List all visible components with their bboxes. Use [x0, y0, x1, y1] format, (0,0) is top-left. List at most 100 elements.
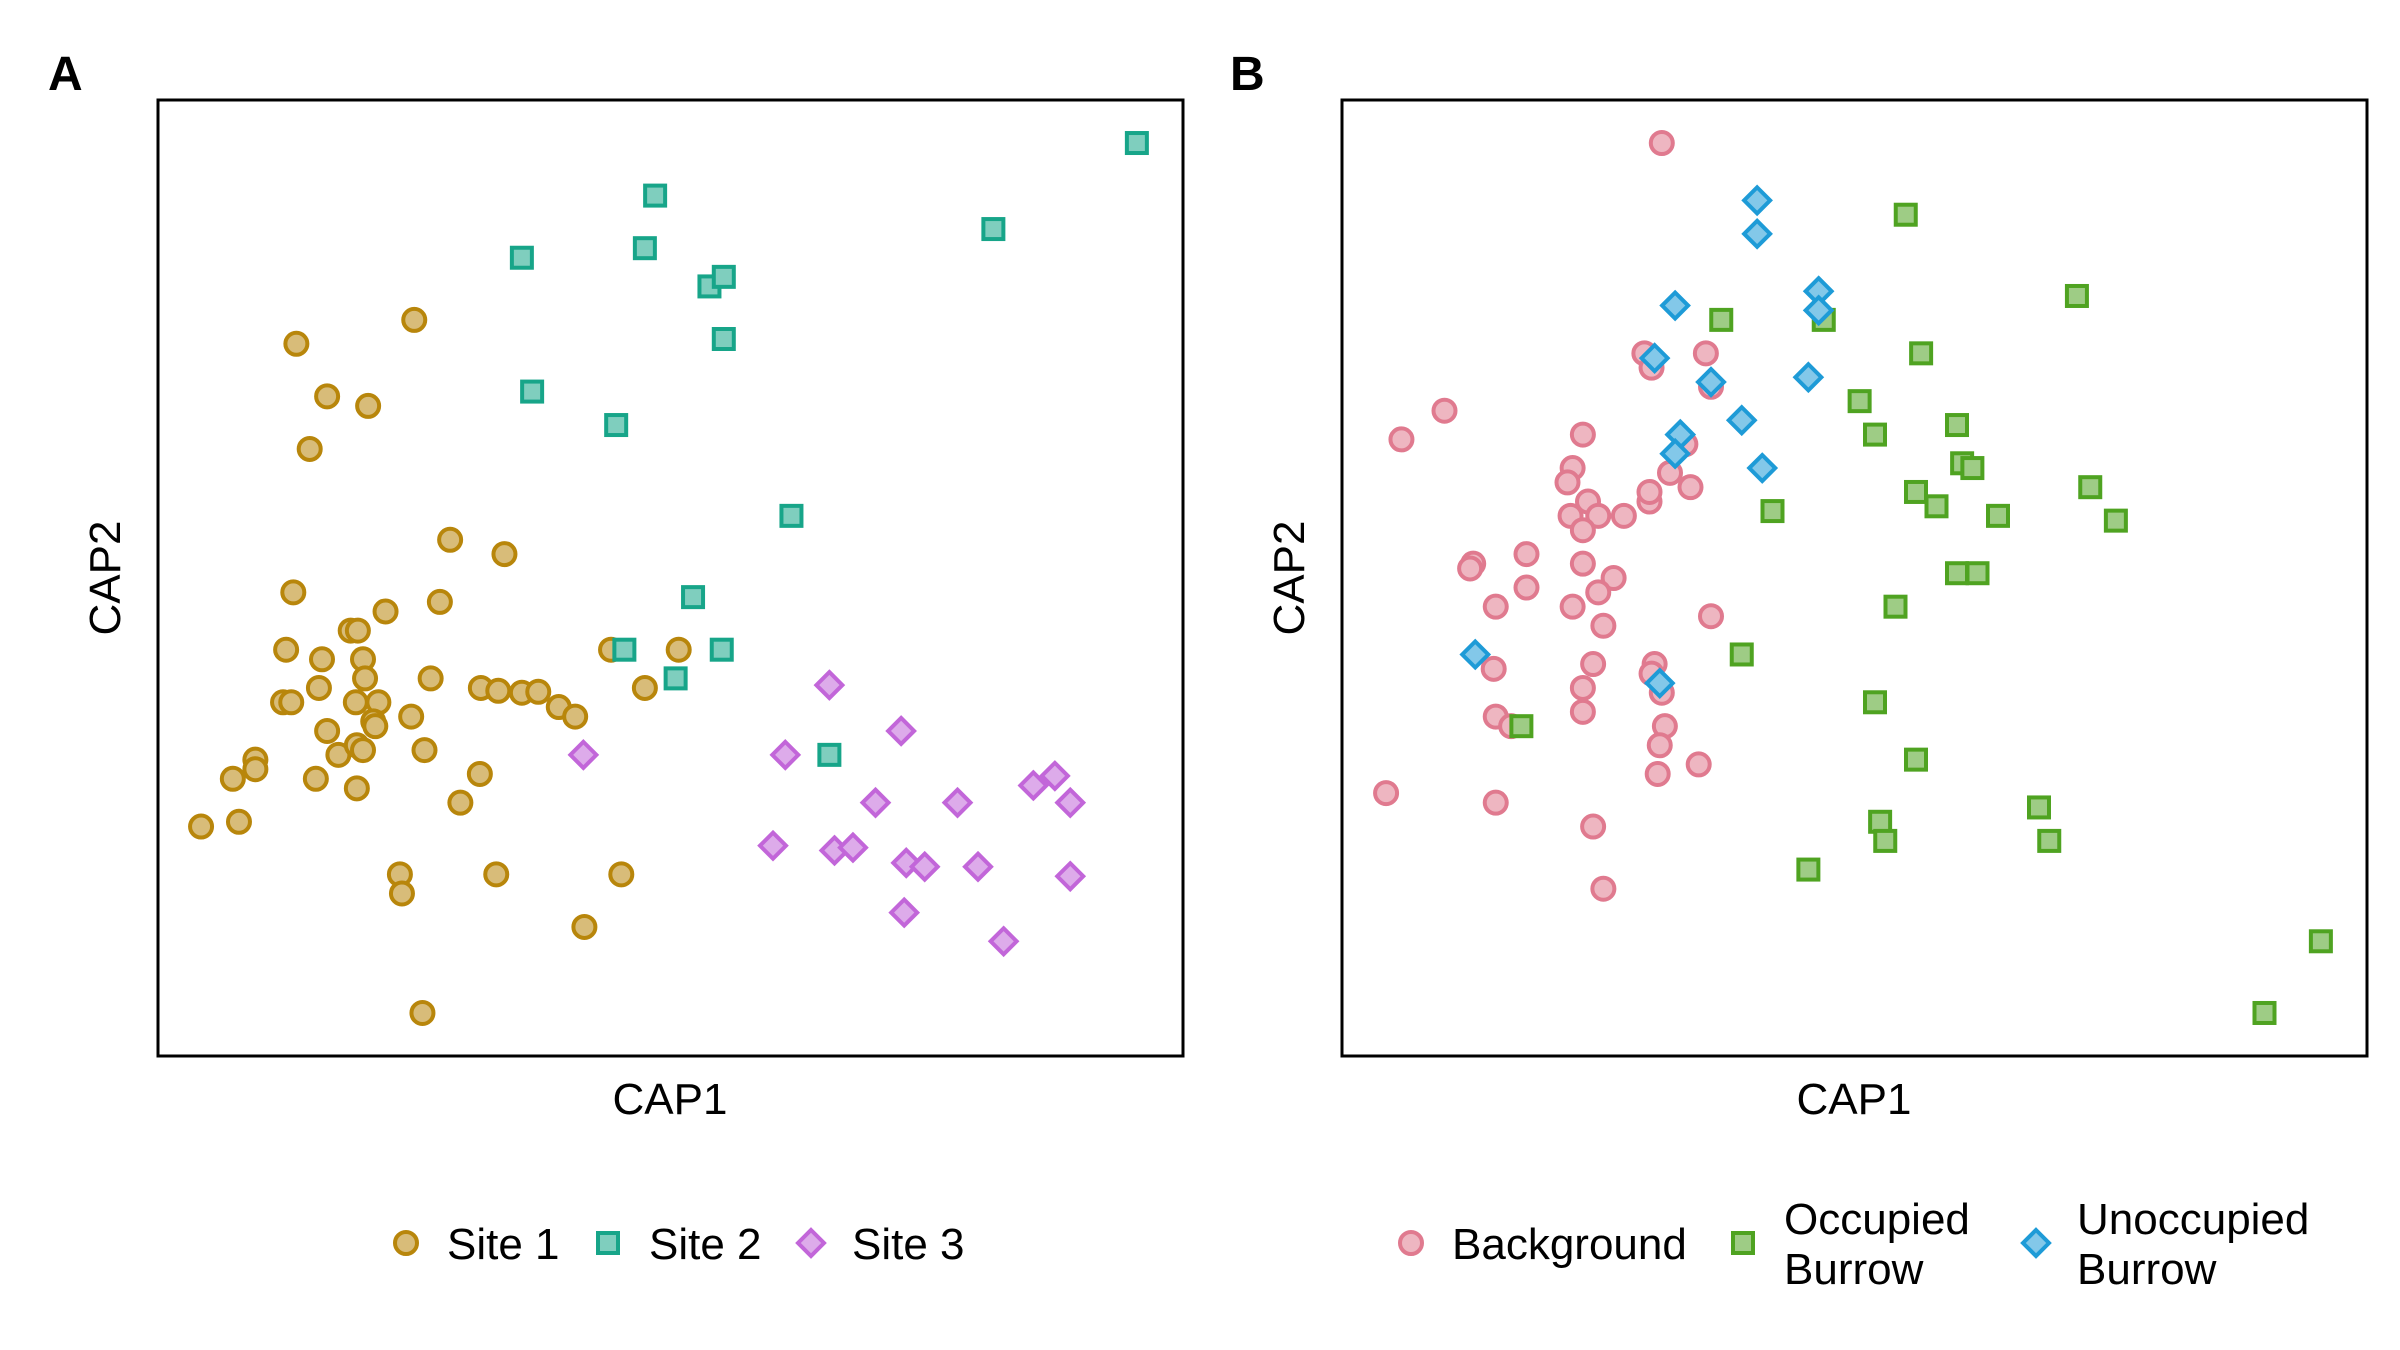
data-point-site-1	[350, 737, 376, 764]
data-point-site-1	[483, 861, 510, 888]
data-point-occupied-burrow	[1883, 594, 1908, 619]
data-point-occupied-burrow	[1796, 857, 1821, 882]
data-point-site-1	[296, 435, 323, 462]
legend-key-shape	[795, 1227, 827, 1259]
data-point-site-1	[491, 541, 518, 568]
data-point-background	[1431, 397, 1458, 424]
data-point-occupied-burrow	[1986, 503, 2010, 528]
panel-b-legend: Background Occupied Burrow Unoccupied Burr…	[1398, 1195, 2309, 1294]
data-point-background	[1600, 565, 1627, 591]
panel-a-points	[188, 131, 1149, 1026]
data-point-site-1	[571, 913, 598, 940]
legend-label-site-2: Site 2	[649, 1220, 762, 1269]
data-point-occupied-burrow	[2308, 929, 2333, 954]
data-point-unoccupied-burrow	[1659, 437, 1691, 470]
data-point-site-1	[388, 880, 415, 907]
data-point-site-1	[372, 598, 399, 625]
legend-label-line: Occupied	[1784, 1195, 1970, 1244]
panel-b-plot-frame	[1340, 98, 2369, 1058]
data-point-unoccupied-burrow	[1792, 361, 1825, 394]
data-point-occupied-burrow	[1873, 828, 1898, 853]
data-point-site-1	[562, 703, 589, 730]
data-point-occupied-burrow	[1965, 561, 1990, 586]
data-point-occupied-burrow	[1945, 413, 1969, 438]
data-point-site-3	[757, 829, 789, 862]
data-point-site-1	[342, 689, 369, 716]
data-point-background	[1685, 751, 1712, 778]
data-point-unoccupied-burrow	[1741, 218, 1773, 250]
data-point-site-2	[632, 236, 657, 261]
data-point-site-3	[987, 925, 1020, 958]
data-point-occupied-burrow	[1863, 690, 1887, 715]
panel-b: B CAP1 CAP2 Background Occupied Burrow Un…	[1230, 48, 2369, 1294]
data-point-site-1	[314, 383, 341, 410]
data-point-unoccupied-burrow	[1638, 342, 1671, 374]
data-point-site-3	[908, 850, 941, 883]
data-point-unoccupied-burrow	[1802, 294, 1835, 327]
data-point-site-1	[352, 665, 379, 692]
data-point-site-1	[631, 674, 658, 701]
data-point-site-1	[305, 674, 332, 701]
data-point-site-2	[711, 264, 736, 289]
data-point-site-3	[813, 669, 846, 701]
panel-a-y-axis-title: CAP2	[81, 521, 130, 636]
data-point-site-1	[278, 689, 305, 716]
panel-a-legend: Site 1 Site 2 Site 3	[393, 1220, 965, 1269]
data-point-occupied-burrow	[1924, 494, 1949, 519]
data-point-site-1	[343, 775, 370, 802]
data-point-site-2	[779, 503, 804, 528]
panel-b-y-axis-title: CAP2	[1265, 521, 1314, 636]
data-point-site-1	[344, 617, 371, 644]
data-point-background	[1585, 502, 1612, 529]
legend-label-site-3: Site 3	[852, 1220, 965, 1269]
panel-a-plot-frame	[156, 98, 1185, 1058]
data-point-site-2	[981, 217, 1006, 242]
data-point-unoccupied-burrow	[1659, 289, 1691, 322]
data-point-background	[1580, 813, 1607, 840]
data-point-background	[1457, 555, 1484, 582]
data-point-occupied-burrow	[2103, 508, 2128, 533]
data-point-site-2	[643, 183, 668, 208]
data-point-occupied-burrow	[1904, 747, 1928, 772]
data-point-site-1	[280, 579, 307, 606]
data-point-site-1	[665, 636, 692, 663]
legend-label-background: Background	[1452, 1220, 1687, 1269]
data-point-site-2	[711, 327, 736, 351]
data-point-site-1	[242, 756, 269, 783]
data-point-site-3	[859, 786, 892, 819]
data-point-background	[1559, 593, 1586, 620]
legend-marker-site-2	[596, 1231, 620, 1255]
data-point-site-3	[941, 786, 974, 819]
data-point-site-3	[1039, 760, 1071, 792]
data-point-unoccupied-burrow	[1643, 667, 1676, 699]
data-point-site-3	[885, 715, 917, 747]
panel-a-x-axis-title: CAP1	[613, 1075, 728, 1124]
data-point-site-2	[604, 413, 629, 438]
data-point-background	[1513, 541, 1540, 568]
data-point-background	[1590, 875, 1617, 902]
data-point-background	[1554, 469, 1581, 496]
legend-key-shape	[596, 1231, 620, 1255]
data-point-background	[1373, 780, 1400, 807]
legend-marker-occupied-burrow	[1731, 1231, 1755, 1255]
data-point-site-3	[567, 739, 600, 771]
data-point-site-1	[608, 861, 635, 888]
data-point-site-1	[409, 999, 436, 1026]
data-point-occupied-burrow	[2078, 475, 2103, 500]
data-point-occupied-burrow	[1863, 422, 1887, 447]
data-point-unoccupied-burrow	[1459, 638, 1492, 671]
data-point-occupied-burrow	[1760, 499, 1785, 524]
data-point-background	[1569, 674, 1596, 701]
data-point-occupied-burrow	[1945, 561, 1969, 586]
data-point-occupied-burrow	[1909, 341, 1934, 366]
legend-label-occupied-burrow: Occupied Burrow	[1784, 1195, 1970, 1294]
data-point-site-1	[466, 760, 493, 787]
data-point-occupied-burrow	[1847, 389, 1872, 414]
legend-label-unoccupied-burrow: Unoccupied Burrow	[2077, 1195, 2309, 1294]
data-point-site-1	[398, 703, 425, 730]
data-point-background	[1698, 603, 1724, 630]
panel-b-x-axis-title: CAP1	[1797, 1075, 1912, 1124]
data-point-site-1	[401, 306, 428, 333]
data-point-occupied-burrow	[1904, 479, 1928, 504]
